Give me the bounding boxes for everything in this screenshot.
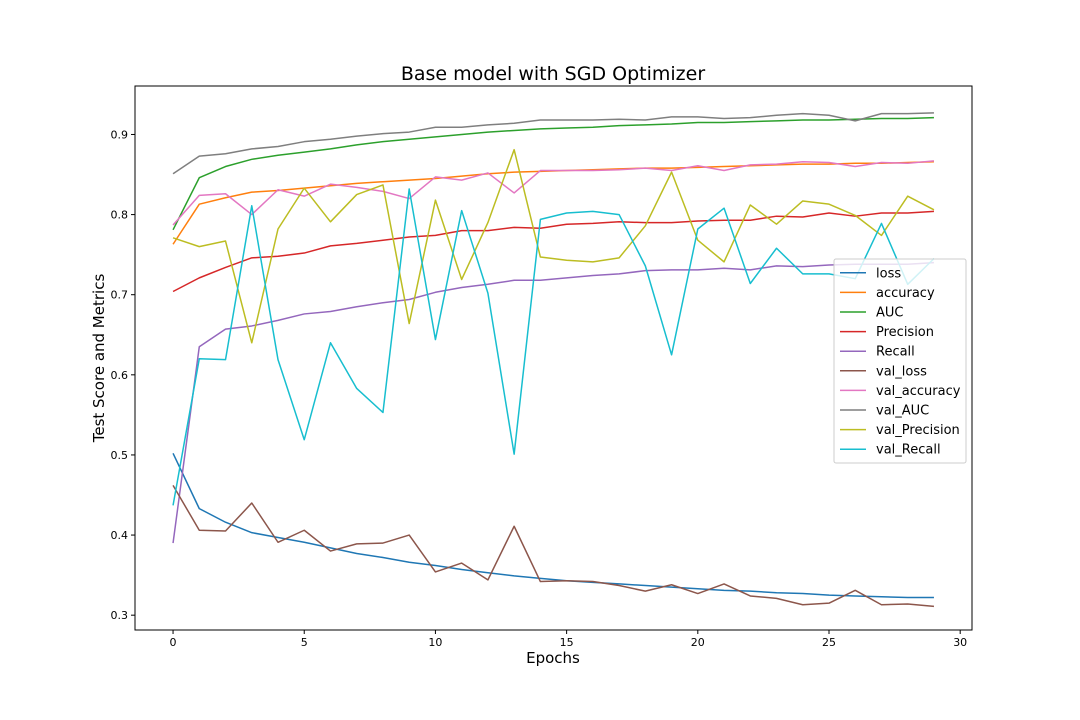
legend-label-auc: AUC	[876, 306, 904, 321]
x-tick-label: 10	[428, 636, 442, 649]
legend-label-val-recall: val_Recall	[876, 443, 941, 458]
x-tick-label: 0	[170, 636, 177, 649]
x-axis: 0 5 10 15 20 25 30	[170, 630, 967, 649]
series-line-val-auc	[172, 112, 934, 175]
y-axis-label: Test Score and Metrics	[90, 274, 108, 444]
x-tick-label: 20	[691, 636, 705, 649]
y-tick-label: 0.8	[111, 209, 129, 222]
series-layer	[172, 112, 935, 608]
y-tick-label: 0.9	[111, 128, 129, 141]
legend-label-accuracy: accuracy	[876, 286, 935, 301]
chart-title: Base model with SGD Optimizer	[401, 63, 706, 85]
series-line-recall	[172, 261, 934, 544]
y-tick-label: 0.4	[111, 529, 129, 542]
series-line-val-loss	[172, 485, 935, 608]
series-line-val-recall	[172, 188, 935, 506]
legend-label-val-accuracy: val_accuracy	[876, 384, 961, 399]
legend-label-val-precision: val_Precision	[876, 423, 960, 438]
legend-label-val-loss: val_loss	[876, 364, 927, 379]
series-line-auc	[172, 116, 934, 231]
legend-label-precision: Precision	[876, 325, 934, 340]
series-line-val-precision	[172, 148, 935, 344]
x-axis-label: Epochs	[526, 649, 580, 667]
legend-label-val-auc: val_AUC	[876, 404, 929, 419]
x-tick-label: 15	[560, 636, 574, 649]
series-line-precision	[172, 210, 934, 293]
y-tick-label: 0.7	[111, 289, 129, 302]
legend: loss accuracy AUC Precision Recall val_lossva…	[833, 258, 967, 464]
legend-box	[833, 258, 967, 464]
legend-label-loss: loss	[876, 266, 901, 281]
plot-frame	[134, 85, 973, 631]
x-tick-label: 25	[822, 636, 836, 649]
y-tick-label: 0.3	[111, 609, 129, 622]
x-tick-label: 30	[953, 636, 967, 649]
y-tick-label: 0.5	[111, 449, 129, 462]
y-tick-label: 0.6	[111, 369, 129, 382]
y-axis: 0.3 0.4 0.5 0.6 0.7 0.8 0.9	[111, 128, 135, 622]
series-line-loss	[172, 453, 934, 599]
x-tick-label: 5	[301, 636, 308, 649]
legend-label-recall: Recall	[876, 345, 915, 360]
